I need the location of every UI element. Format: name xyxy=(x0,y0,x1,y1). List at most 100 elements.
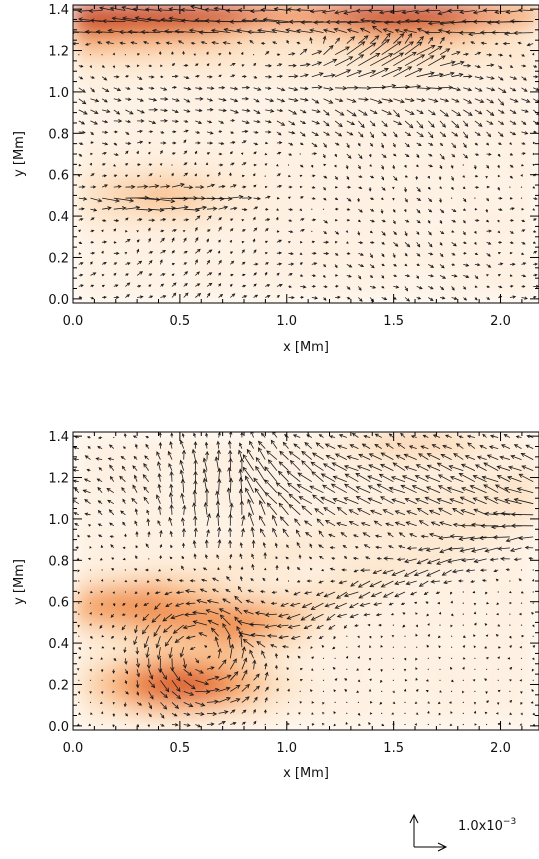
heatmap-cell xyxy=(83,591,96,604)
heatmap-cell xyxy=(73,47,85,60)
velocity-arrow xyxy=(438,507,452,516)
heatmap-cell xyxy=(210,271,223,283)
velocity-arrow xyxy=(74,523,80,527)
heatmap-cell xyxy=(115,196,127,209)
heatmap-cell xyxy=(454,132,466,145)
heatmap-cell xyxy=(83,485,96,497)
heatmap-cell xyxy=(178,698,191,710)
heatmap-cell xyxy=(507,591,519,604)
velocity-arrow xyxy=(373,520,382,527)
heatmap-cell xyxy=(306,559,318,572)
heatmap-cell xyxy=(306,719,318,730)
velocity-arrow xyxy=(125,713,129,717)
velocity-arrow xyxy=(414,701,418,704)
heatmap-cell xyxy=(147,100,159,113)
velocity-arrow xyxy=(78,76,84,80)
heatmap-cell xyxy=(73,175,85,187)
heatmap-cell xyxy=(528,154,539,166)
heatmap-cell xyxy=(507,644,519,657)
velocity-arrow xyxy=(171,250,175,254)
heatmap-cell xyxy=(263,217,276,230)
heatmap-cell xyxy=(284,623,297,636)
heatmap-cell xyxy=(337,517,350,529)
velocity-arrow xyxy=(230,698,241,703)
velocity-arrow xyxy=(78,273,84,277)
heatmap-cell xyxy=(263,36,276,49)
velocity-arrow xyxy=(122,557,126,561)
velocity-arrow xyxy=(218,721,226,725)
velocity-arrow xyxy=(153,624,161,637)
velocity-arrow xyxy=(388,602,394,606)
heatmap-cell xyxy=(464,217,477,230)
velocity-arrow xyxy=(78,87,86,93)
velocity-arrow xyxy=(416,142,422,146)
heatmap-cell xyxy=(517,5,530,17)
velocity-arrow xyxy=(404,297,411,302)
heatmap-cell xyxy=(94,196,106,209)
velocity-arrow xyxy=(171,702,180,709)
velocity-arrow xyxy=(439,85,454,90)
heatmap-cell xyxy=(464,655,477,668)
heatmap-cell xyxy=(253,634,265,646)
heatmap-cell xyxy=(210,36,223,49)
heatmap-cell xyxy=(147,36,159,49)
velocity-arrow xyxy=(157,7,173,13)
heatmap-cell xyxy=(306,698,318,710)
heatmap-cell xyxy=(422,591,435,604)
heatmap-cell xyxy=(337,122,350,134)
heatmap-cell xyxy=(94,217,106,230)
heatmap-cell xyxy=(168,143,180,155)
heatmap-cell xyxy=(443,559,456,572)
heatmap-cell xyxy=(253,602,265,614)
heatmap-cell xyxy=(104,634,117,646)
heatmap-cell xyxy=(327,559,339,572)
heatmap-cell xyxy=(263,485,276,497)
velocity-arrow xyxy=(374,433,382,438)
heatmap-cell xyxy=(454,207,466,219)
heatmap-cell xyxy=(359,538,371,550)
heatmap-cell xyxy=(94,666,106,678)
heatmap-cell xyxy=(528,260,539,272)
heatmap-cell xyxy=(189,111,202,123)
heatmap-cell xyxy=(401,207,413,219)
heatmap-cell xyxy=(369,47,382,60)
heatmap-cell xyxy=(486,570,498,582)
heatmap-cell xyxy=(390,15,403,28)
velocity-arrow xyxy=(183,172,189,177)
velocity-arrow xyxy=(299,241,303,244)
velocity-arrow xyxy=(418,580,429,587)
velocity-arrow xyxy=(380,669,383,672)
velocity-arrow xyxy=(276,712,278,715)
heatmap-cell xyxy=(104,463,117,476)
heatmap-cell xyxy=(401,5,413,17)
velocity-arrow xyxy=(206,687,220,693)
heatmap-cell xyxy=(242,687,255,699)
heatmap-cell xyxy=(433,154,445,166)
heatmap-cell xyxy=(104,644,117,657)
velocity-arrow xyxy=(357,701,359,704)
velocity-arrow xyxy=(241,696,250,703)
velocity-arrow xyxy=(78,613,80,615)
velocity-arrow xyxy=(135,712,139,716)
heatmap-cell xyxy=(443,217,456,230)
heatmap-cell xyxy=(390,132,403,145)
velocity-arrow xyxy=(168,647,173,659)
heatmap-cell xyxy=(454,164,466,177)
velocity-arrow xyxy=(518,578,522,582)
heatmap-cell xyxy=(380,676,392,689)
heatmap-cell xyxy=(359,217,371,230)
velocity-arrow xyxy=(276,701,278,704)
velocity-arrow xyxy=(474,690,476,693)
velocity-arrow xyxy=(370,591,382,598)
heatmap-cell xyxy=(73,506,85,519)
velocity-arrow xyxy=(194,658,200,664)
heatmap-cell xyxy=(210,90,223,102)
velocity-arrow xyxy=(520,569,523,571)
heatmap-cell xyxy=(253,463,265,476)
heatmap-cell xyxy=(401,559,413,572)
heatmap-cell xyxy=(454,79,466,92)
velocity-arrow xyxy=(463,208,467,211)
velocity-arrow xyxy=(206,259,210,265)
velocity-arrow xyxy=(520,668,523,670)
velocity-arrow xyxy=(270,601,277,605)
